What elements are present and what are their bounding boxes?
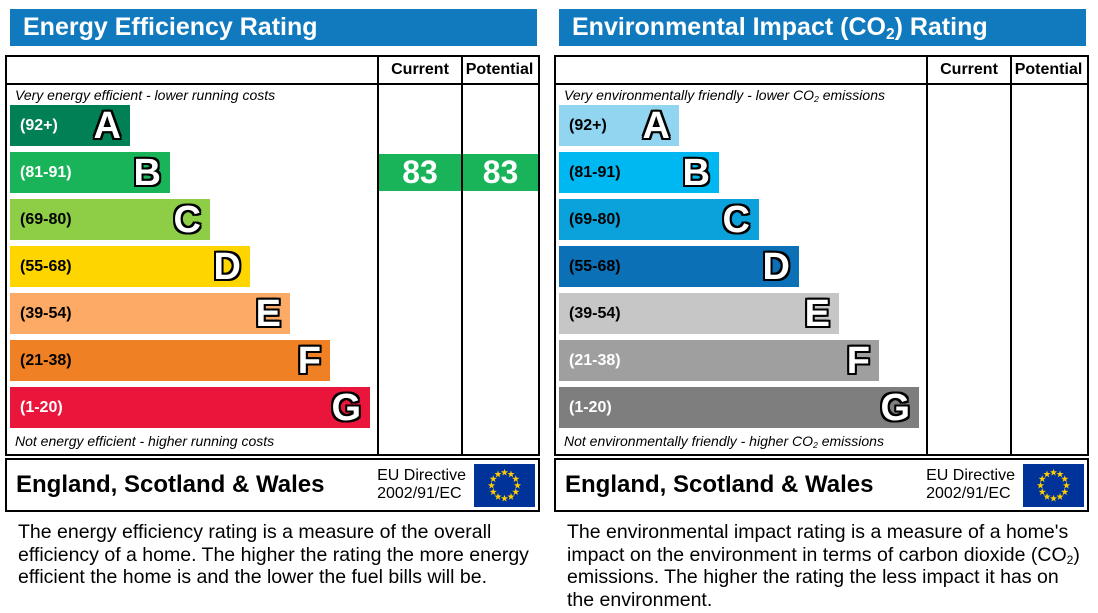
band-range-label: (39-54): [569, 304, 621, 322]
band-bar-g: (1-20) G: [559, 387, 919, 428]
top-note: Very environmentally friendly - lower CO…: [564, 87, 885, 105]
band-row-f: (21-38) F: [10, 340, 370, 381]
band-row-g: (1-20) G: [10, 387, 370, 428]
band-row-c: (69-80) C: [10, 199, 370, 240]
band-letter: F: [846, 339, 870, 382]
band-range-label: (69-80): [569, 210, 621, 228]
band-row-b: (81-91) B: [559, 152, 919, 193]
bottom-note: Not environmentally friendly - higher CO…: [564, 433, 884, 451]
band-letter: G: [331, 386, 361, 429]
band-range-label: (1-20): [569, 398, 612, 416]
environmental-impact-description: The environmental impact rating is a mea…: [567, 521, 1080, 612]
band-letter: D: [762, 245, 790, 288]
column-divider: [377, 57, 379, 454]
region-label: England, Scotland & Wales: [565, 471, 874, 498]
environmental-impact-panel: Environmental Impact (CO2) Rating Curren…: [549, 0, 1098, 613]
band-range-label: (55-68): [569, 257, 621, 275]
region-footer: England, Scotland & Wales EU Directive 2…: [5, 458, 540, 512]
eu-flag-icon: [474, 463, 535, 507]
band-range-label: (21-38): [569, 351, 621, 369]
band-letter: C: [722, 198, 750, 241]
energy-efficiency-description: The energy efficiency rating is a measur…: [18, 521, 529, 589]
band-bar-a: (92+) A: [559, 105, 679, 146]
band-letter: G: [880, 386, 910, 429]
current-column-header: Current: [391, 61, 449, 78]
band-letter: F: [297, 339, 321, 382]
band-letter: B: [133, 151, 161, 194]
band-row-d: (55-68) D: [10, 246, 370, 287]
band-range-label: (1-20): [20, 398, 63, 416]
band-letter: A: [93, 104, 121, 147]
title-text: Environmental Impact (CO: [572, 13, 886, 41]
band-row-a: (92+) A: [10, 105, 370, 146]
region-footer: England, Scotland & Wales EU Directive 2…: [554, 458, 1089, 512]
band-letter: A: [642, 104, 670, 147]
band-range-label: (81-91): [569, 163, 621, 181]
band-row-f: (21-38) F: [559, 340, 919, 381]
title-text: Energy Efficiency Rating: [23, 13, 318, 41]
column-divider: [926, 57, 928, 454]
band-range-label: (55-68): [20, 257, 72, 275]
band-range-label: (69-80): [20, 210, 72, 228]
band-range-label: (81-91): [20, 163, 72, 181]
potential-column-header: Potential: [465, 61, 534, 78]
band-row-e: (39-54) E: [559, 293, 919, 334]
energy-efficiency-panel: Energy Efficiency Rating Current Potenti…: [5, 9, 540, 589]
column-divider: [1010, 57, 1012, 454]
band-bar-b: (81-91) B: [10, 152, 170, 193]
title-text-suffix: ) Rating: [894, 13, 988, 41]
eu-directive-label: EU Directive 2002/91/EC: [377, 466, 466, 502]
current-column-header: Current: [940, 61, 998, 78]
band-bar-f: (21-38) F: [559, 340, 879, 381]
current-rating-value: 83: [379, 154, 461, 191]
band-range-label: (21-38): [20, 351, 72, 369]
band-row-e: (39-54) E: [10, 293, 370, 334]
environmental-impact-title: Environmental Impact (CO2) Rating: [559, 9, 1086, 46]
band-row-g: (1-20) G: [559, 387, 919, 428]
column-divider: [461, 57, 463, 454]
band-row-c: (69-80) C: [559, 199, 919, 240]
column-header-row: Current Potential: [7, 57, 538, 85]
title-subscript: 2: [885, 26, 895, 44]
rating-bands: (92+) A (81-91) B (69-80) C (55-68) D (39-54) E (2…: [559, 105, 919, 434]
band-letter: E: [804, 292, 830, 335]
band-bar-c: (69-80) C: [559, 199, 759, 240]
band-letter: B: [682, 151, 710, 194]
band-bar-a: (92+) A: [10, 105, 130, 146]
region-label: England, Scotland & Wales: [16, 471, 325, 498]
band-bar-e: (39-54) E: [559, 293, 839, 334]
energy-efficiency-title: Energy Efficiency Rating: [10, 9, 537, 46]
eu-directive-label: EU Directive 2002/91/EC: [926, 466, 1015, 502]
bottom-note: Not energy efficient - higher running co…: [15, 433, 275, 449]
band-bar-d: (55-68) D: [10, 246, 250, 287]
band-letter: D: [213, 245, 241, 288]
potential-rating-value: 83: [463, 154, 538, 191]
band-bar-f: (21-38) F: [10, 340, 330, 381]
top-note: Very energy efficient - lower running co…: [15, 87, 276, 103]
band-row-b: (81-91) B: [10, 152, 370, 193]
band-letter: E: [255, 292, 281, 335]
potential-column-header: Potential: [1014, 61, 1083, 78]
band-row-a: (92+) A: [559, 105, 919, 146]
band-bar-g: (1-20) G: [10, 387, 370, 428]
band-bar-e: (39-54) E: [10, 293, 290, 334]
band-bar-c: (69-80) C: [10, 199, 210, 240]
column-header-row: Current Potential: [556, 57, 1087, 85]
band-letter: C: [173, 198, 201, 241]
rating-chart: Current Potential Very energy efficient …: [5, 55, 540, 456]
band-range-label: (92+): [20, 116, 58, 134]
eu-flag-icon: [1023, 463, 1084, 507]
band-row-d: (55-68) D: [559, 246, 919, 287]
band-range-label: (39-54): [20, 304, 72, 322]
band-bar-b: (81-91) B: [559, 152, 719, 193]
rating-chart: Current Potential Very environmentally f…: [554, 55, 1089, 456]
rating-bands: (92+) A (81-91) B (69-80) C (55-68) D (39-54) E (2…: [10, 105, 370, 434]
band-bar-d: (55-68) D: [559, 246, 799, 287]
band-range-label: (92+): [569, 116, 607, 134]
